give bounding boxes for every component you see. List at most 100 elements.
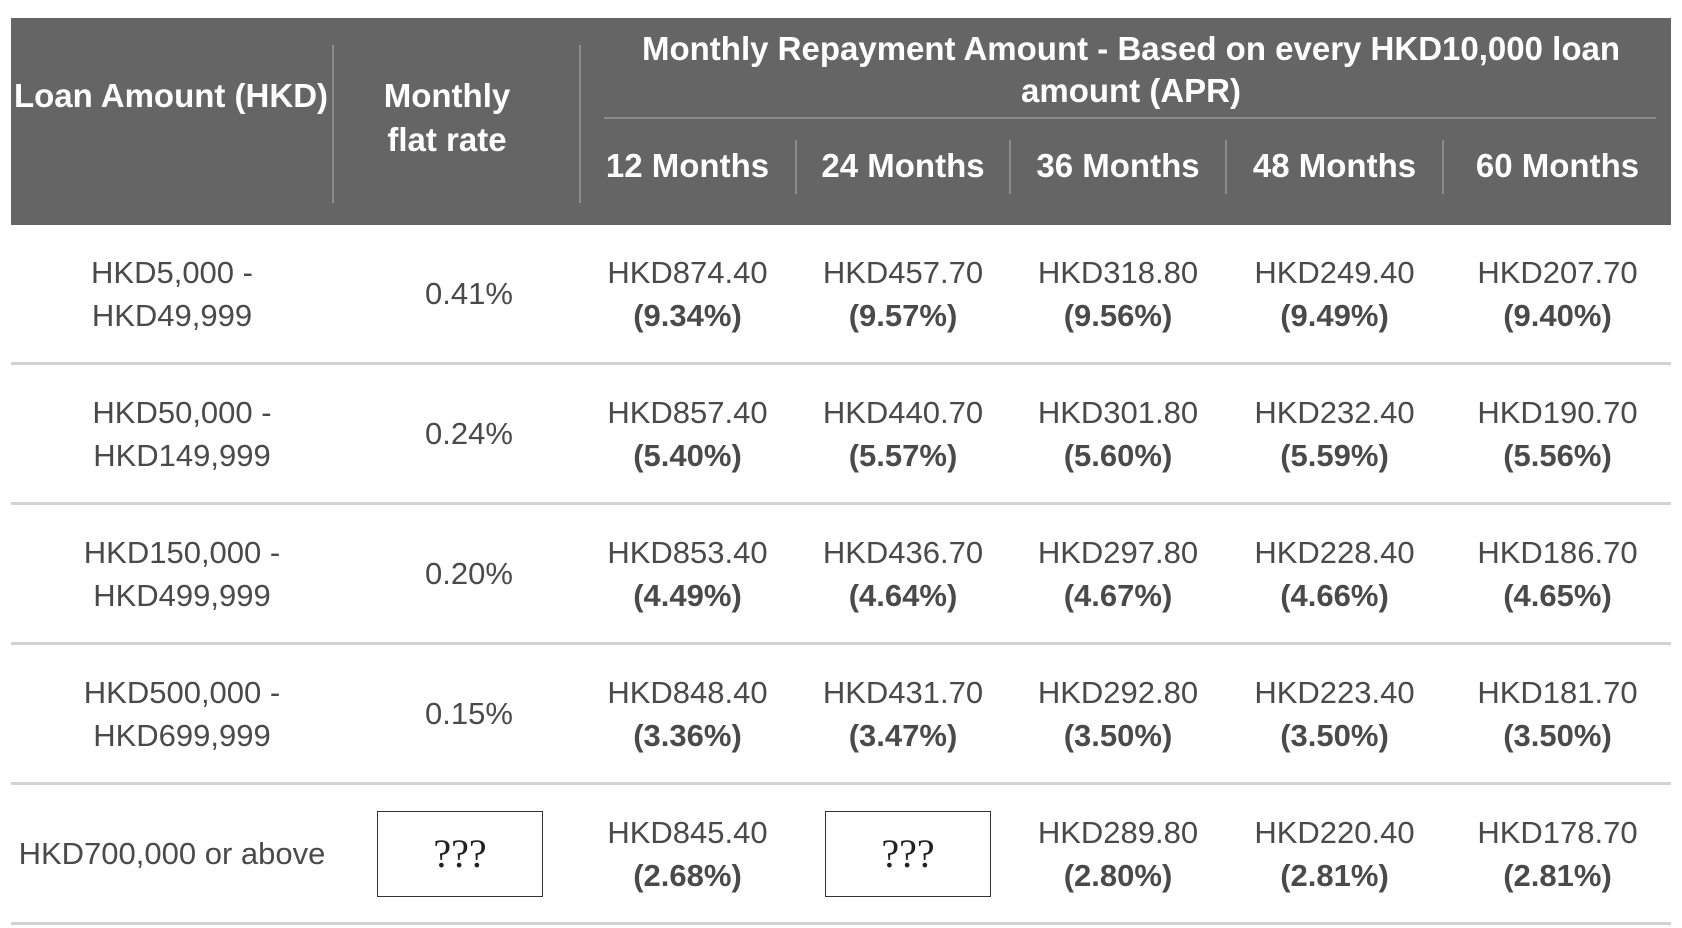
header-flat-rate: Monthly flat rate <box>334 74 560 162</box>
loan-amount: HKD5,000 - HKD49,999 <box>91 254 253 333</box>
repayment-cell: HKD436.70 (4.64%) <box>797 505 1009 642</box>
repayment-cell: HKD457.70 (9.57%) <box>797 225 1009 362</box>
header-period-12: 12 Months <box>605 147 770 184</box>
repayment-amount: HKD220.40 <box>1254 814 1415 850</box>
loan-amount: HKD50,000 - HKD149,999 <box>92 394 272 473</box>
header-loan-amount-label: Loan Amount (HKD) <box>13 77 329 114</box>
apr: (2.81%) <box>1503 857 1612 893</box>
header-divider <box>795 140 797 194</box>
repayment-cell: HKD223.40 (3.50%) <box>1227 645 1442 782</box>
apr: (4.66%) <box>1280 577 1389 613</box>
header-divider <box>1442 140 1444 194</box>
flat-rate: ??? <box>433 831 487 876</box>
repayment-cell: HKD845.40 (2.68%) <box>580 785 795 922</box>
loan-amount: HKD500,000 - HKD699,999 <box>83 674 281 753</box>
repayment-amount: HKD436.70 <box>822 534 984 570</box>
table-row: HKD500,000 - HKD699,999 0.15% HKD848.40 … <box>11 645 1671 785</box>
apr: (9.56%) <box>1063 297 1173 333</box>
header-period-24: 24 Months <box>821 147 985 184</box>
loan-amount: HKD700,000 or above <box>18 836 326 871</box>
rate-cell: 0.24% <box>359 365 579 502</box>
apr: (2.80%) <box>1063 857 1173 893</box>
repayment-cell: HKD874.40 (9.34%) <box>580 225 795 362</box>
apr: (3.47%) <box>848 717 958 753</box>
repayment-cell: HKD431.70 (3.47%) <box>797 645 1009 782</box>
loan-repayment-table: Loan Amount (HKD) Monthly flat rate Mont… <box>11 18 1671 925</box>
repayment-cell: HKD228.40 (4.66%) <box>1227 505 1442 642</box>
apr: (5.40%) <box>633 437 742 473</box>
repayment-cell: ??? <box>825 785 991 922</box>
apr: (5.60%) <box>1063 437 1173 473</box>
repayment-amount: HKD190.70 <box>1477 394 1638 430</box>
repayment-amount: ??? <box>881 831 935 876</box>
repayment-cell: HKD181.70 (3.50%) <box>1444 645 1671 782</box>
repayment-amount: HKD292.80 <box>1037 674 1199 710</box>
header-divider <box>1009 140 1011 194</box>
apr: (5.57%) <box>848 437 958 473</box>
loan-amount: HKD150,000 - HKD499,999 <box>83 534 281 613</box>
repayment-amount: HKD853.40 <box>607 534 768 570</box>
repayment-cell: HKD190.70 (5.56%) <box>1444 365 1671 502</box>
repayment-amount: HKD874.40 <box>607 254 768 290</box>
table-header: Loan Amount (HKD) Monthly flat rate Mont… <box>11 18 1671 225</box>
repayment-amount: HKD178.70 <box>1477 814 1638 850</box>
rate-cell: 0.20% <box>359 505 579 642</box>
repayment-amount: HKD186.70 <box>1477 534 1638 570</box>
table-row: HKD700,000 or above ??? HKD845.40 (2.68%… <box>11 785 1671 925</box>
loan-amount-cell: HKD50,000 - HKD149,999 <box>41 365 323 502</box>
apr: (9.40%) <box>1503 297 1612 333</box>
apr: (9.49%) <box>1280 297 1389 333</box>
apr: (9.34%) <box>633 297 742 333</box>
redacted-rate-box: ??? <box>377 810 543 897</box>
redacted-amount-box: ??? <box>825 810 991 897</box>
repayment-cell: HKD440.70 (5.57%) <box>797 365 1009 502</box>
repayment-cell: HKD297.80 (4.67%) <box>1011 505 1225 642</box>
apr: (2.68%) <box>633 857 742 893</box>
apr: (4.65%) <box>1503 577 1612 613</box>
repayment-cell: HKD857.40 (5.40%) <box>580 365 795 502</box>
apr: (4.64%) <box>848 577 958 613</box>
header-divider <box>579 45 581 203</box>
flat-rate: 0.24% <box>425 416 513 451</box>
repayment-amount: HKD440.70 <box>822 394 984 430</box>
table-row: HKD50,000 - HKD149,999 0.24% HKD857.40 (… <box>11 365 1671 505</box>
rate-cell: 0.41% <box>359 225 579 362</box>
repayment-cell: HKD232.40 (5.59%) <box>1227 365 1442 502</box>
repayment-amount: HKD848.40 <box>607 674 768 710</box>
repayment-amount: HKD289.80 <box>1037 814 1199 850</box>
flat-rate: 0.41% <box>425 276 513 311</box>
repayment-cell: HKD848.40 (3.36%) <box>580 645 795 782</box>
repayment-amount: HKD207.70 <box>1477 254 1638 290</box>
repayment-cell: HKD186.70 (4.65%) <box>1444 505 1671 642</box>
apr: (3.36%) <box>633 717 742 753</box>
header-period-36: 36 Months <box>1036 147 1200 184</box>
header-period-60: 60 Months <box>1475 147 1640 184</box>
repayment-cell: HKD207.70 (9.40%) <box>1444 225 1671 362</box>
repayment-cell: HKD853.40 (4.49%) <box>580 505 795 642</box>
header-period-48: 48 Months <box>1252 147 1417 184</box>
loan-amount-cell: HKD700,000 or above <box>11 785 333 922</box>
repayment-amount: HKD857.40 <box>607 394 768 430</box>
apr: (4.49%) <box>633 577 742 613</box>
repayment-amount: HKD845.40 <box>607 814 768 850</box>
flat-rate: 0.15% <box>425 696 513 731</box>
repayment-cell: HKD289.80 (2.80%) <box>1011 785 1225 922</box>
repayment-amount: HKD431.70 <box>822 674 984 710</box>
header-group-title-label: Monthly Repayment Amount - Based on ever… <box>642 30 1620 109</box>
apr: (9.57%) <box>848 297 958 333</box>
repayment-amount: HKD249.40 <box>1254 254 1415 290</box>
header-divider <box>332 45 334 203</box>
apr: (5.56%) <box>1503 437 1612 473</box>
apr: (5.59%) <box>1280 437 1389 473</box>
apr: (4.67%) <box>1063 577 1173 613</box>
table-row: HKD150,000 - HKD499,999 0.20% HKD853.40 … <box>11 505 1671 645</box>
apr: (3.50%) <box>1503 717 1612 753</box>
apr: (3.50%) <box>1063 717 1173 753</box>
repayment-amount: HKD301.80 <box>1037 394 1199 430</box>
loan-amount-cell: HKD150,000 - HKD499,999 <box>41 505 323 642</box>
apr: (3.50%) <box>1280 717 1389 753</box>
rate-cell: 0.15% <box>359 645 579 782</box>
loan-amount-cell: HKD5,000 - HKD49,999 <box>11 225 333 362</box>
repayment-cell: HKD292.80 (3.50%) <box>1011 645 1225 782</box>
repayment-cell: HKD249.40 (9.49%) <box>1227 225 1442 362</box>
